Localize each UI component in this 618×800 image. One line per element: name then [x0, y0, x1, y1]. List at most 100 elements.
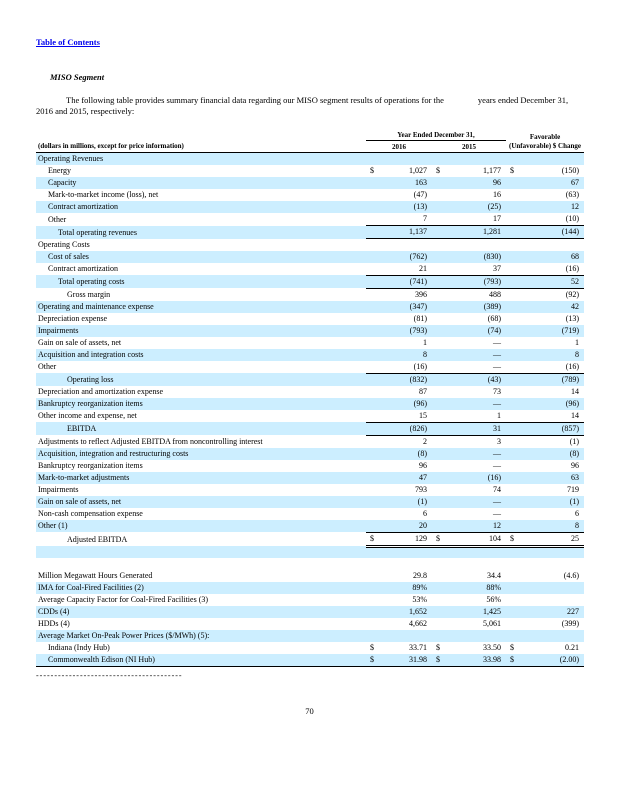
value-cell: (63) — [565, 190, 580, 200]
row-label: Bankruptcy reorganization items — [38, 460, 143, 470]
table-row: Mark-to-market adjustments 47 (16) 63 — [36, 471, 585, 484]
currency-symbol-cell — [506, 263, 534, 276]
row-label: Adjustments to reflect Adjusted EBITDA f… — [38, 436, 263, 446]
value-cell: 12 — [534, 201, 585, 214]
currency-symbol-cell — [366, 410, 382, 423]
value-cell: 53% — [412, 595, 427, 605]
row-label: Depreciation and amortization expense — [38, 386, 164, 396]
table-of-contents-link[interactable]: Table of Contents — [36, 37, 100, 47]
table-row: Average Market On-Peak Power Prices ($/M… — [36, 630, 585, 643]
currency-symbol-cell — [506, 618, 534, 630]
value-cell: — — [456, 348, 507, 361]
currency-symbol-cell — [366, 397, 382, 410]
currency-symbol-cell — [432, 546, 456, 559]
currency-symbol-cell — [506, 570, 534, 582]
currency-symbol-cell — [366, 558, 382, 570]
currency-symbol-cell: $ — [370, 166, 374, 176]
currency-symbol-cell — [366, 546, 382, 559]
currency-symbol-cell — [432, 372, 456, 386]
currency-symbol-cell — [366, 361, 382, 374]
value-cell: — — [493, 460, 502, 470]
value-cell — [534, 558, 584, 570]
currency-symbol-cell — [366, 508, 382, 520]
table-row: Gain on sale of assets, net 1 — 1 — [36, 337, 584, 349]
value-cell: (74) — [456, 324, 507, 337]
value-cell: (43) — [456, 372, 507, 386]
value-cell: 56% — [486, 595, 502, 605]
value-cell: 34.4 — [487, 571, 502, 581]
value-cell: (10) — [565, 214, 580, 224]
value-cell: 88% — [456, 582, 507, 595]
value-cell: 2 — [423, 436, 427, 446]
value-cell — [382, 152, 432, 166]
currency-symbol-cell — [506, 239, 534, 251]
value-cell: (793) — [382, 324, 432, 337]
value-cell: 6 — [423, 508, 427, 518]
value-cell: (826) — [382, 421, 432, 436]
row-label: Energy — [48, 166, 71, 176]
row-label: Impairments — [36, 324, 366, 337]
value-cell — [456, 239, 506, 251]
currency-symbol-cell — [506, 471, 535, 484]
row-label: Million Megawatt Hours Generated — [38, 571, 153, 581]
value-cell: 1 — [575, 337, 580, 347]
currency-symbol-cell — [506, 421, 535, 436]
currency-symbol-cell — [506, 177, 535, 190]
currency-symbol-cell — [506, 372, 535, 386]
value-cell: 8 — [534, 348, 585, 361]
row-label: Gain on sale of assets, net — [38, 337, 122, 347]
row-label: Operating and maintenance expense — [36, 300, 366, 313]
value-cell: 15 — [419, 410, 427, 420]
currency-symbol-cell — [432, 495, 456, 508]
table-row: Bankruptcy reorganization items 96 — 96 — [36, 460, 584, 472]
row-label: Acquisition, integration and restructuri… — [36, 447, 366, 460]
currency-symbol-cell — [506, 274, 535, 289]
currency-symbol-cell — [432, 386, 456, 398]
value-cell: (47) — [413, 190, 427, 200]
value-cell: 67 — [534, 177, 585, 190]
value-cell: 3 — [497, 436, 502, 446]
value-cell: (150) — [561, 166, 580, 176]
value-cell: (8) — [382, 447, 432, 460]
currency-symbol-cell — [506, 348, 535, 361]
value-cell: 1,281 — [456, 225, 507, 240]
value-cell: 89% — [382, 582, 432, 595]
value-cell: 52 — [534, 274, 585, 289]
currency-symbol-cell — [366, 582, 382, 595]
value-cell: 719 — [567, 484, 580, 494]
currency-symbol-cell — [432, 570, 456, 582]
value-cell: — — [493, 361, 502, 371]
currency-symbol-cell — [506, 630, 535, 643]
currency-symbol-cell — [432, 337, 456, 349]
value-cell: 1,137 — [382, 225, 432, 240]
row-label: Adjusted EBITDA — [67, 535, 128, 545]
table-row: Commonwealth Edison (NI Hub) $31.98 $33.98… — [36, 654, 585, 668]
currency-symbol-cell: $ — [436, 166, 440, 176]
currency-symbol-cell — [366, 313, 382, 325]
currency-symbol-cell — [366, 484, 382, 496]
currency-symbol-cell — [432, 361, 456, 374]
value-cell — [456, 630, 507, 643]
row-label: Other — [48, 214, 67, 224]
currency-symbol-cell — [366, 324, 382, 337]
currency-symbol-cell — [366, 152, 382, 166]
value-cell: (857) — [534, 421, 585, 436]
currency-symbol-cell — [506, 189, 534, 201]
spacer-row — [36, 558, 584, 570]
row-label: Impairments — [38, 484, 79, 494]
table-row: Gain on sale of assets, net (1) — (1) — [36, 495, 585, 508]
row-label: Other income and expense, net — [38, 411, 137, 421]
row-label: EBITDA — [36, 422, 366, 436]
value-cell: (830) — [456, 250, 507, 263]
currency-symbol-cell — [366, 471, 382, 484]
value-cell: (16) — [456, 471, 507, 484]
table-row: Acquisition, integration and restructuri… — [36, 447, 585, 460]
currency-symbol-cell — [432, 421, 456, 436]
value-cell: (389) — [456, 300, 507, 313]
currency-symbol-cell — [432, 274, 456, 289]
change-column-header: Favorable (Unfavorable) $ Change — [506, 131, 585, 154]
value-cell: 8 — [382, 348, 432, 361]
value-cell: (68) — [487, 313, 502, 323]
row-label — [36, 558, 366, 570]
currency-symbol-cell — [506, 447, 535, 460]
